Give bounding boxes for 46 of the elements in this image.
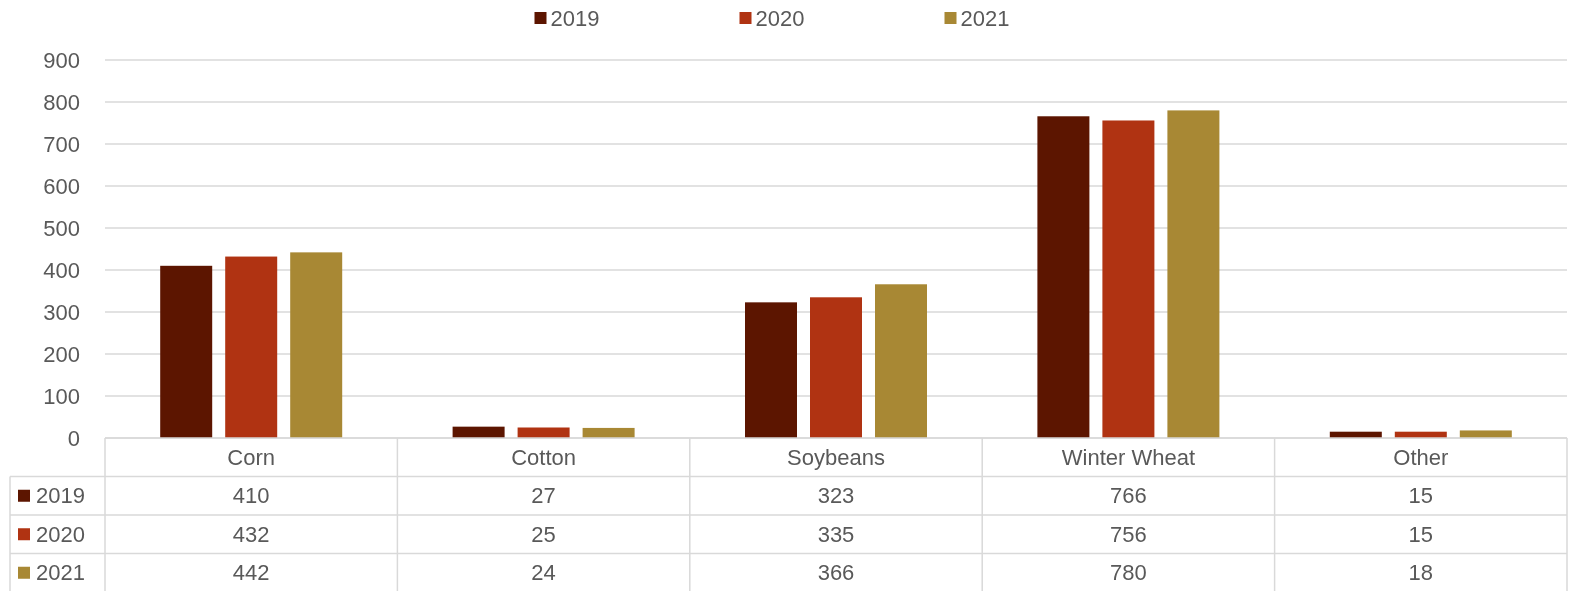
data-label: 432	[232, 521, 270, 547]
y-tick-label: 800	[43, 89, 80, 115]
data-label: 323	[817, 483, 855, 509]
bar	[1102, 120, 1155, 438]
x-tick-label: Winter Wheat	[1061, 444, 1196, 470]
bar	[225, 256, 278, 438]
bar	[290, 252, 343, 438]
x-tick-label: Corn	[227, 444, 276, 470]
y-tick-label: 100	[43, 383, 80, 409]
y-tick-label: 700	[43, 131, 80, 157]
data-label: 27	[531, 483, 556, 509]
data-label: 15	[1408, 521, 1434, 547]
bar	[810, 297, 862, 438]
y-tick-label: 600	[43, 173, 80, 199]
data-label: 335	[817, 521, 855, 547]
y-tick-label: 0	[67, 425, 80, 451]
legend-label: 2020	[755, 5, 805, 31]
bar	[160, 265, 213, 438]
bar	[745, 302, 797, 438]
y-tick-label: 500	[43, 215, 80, 241]
bar	[1037, 116, 1090, 438]
legend-label: 2021	[960, 5, 1010, 31]
data-label: 766	[1110, 483, 1147, 509]
data-label: 780	[1110, 560, 1147, 586]
y-tick-label: 900	[43, 47, 80, 73]
data-label: 756	[1110, 521, 1147, 547]
x-tick-label: Other	[1393, 444, 1449, 470]
legend-label: 2019	[550, 5, 600, 31]
bar	[1167, 110, 1220, 438]
data-label: 410	[232, 483, 270, 509]
data-label: 24	[531, 560, 556, 586]
data-label: 25	[531, 521, 556, 547]
x-tick-label: Soybeans	[787, 444, 885, 470]
y-tick-label: 400	[43, 257, 80, 283]
data-label: 366	[817, 560, 855, 586]
text: 2020	[36, 521, 85, 547]
text: 2021	[36, 560, 85, 586]
data-label: 442	[232, 560, 270, 586]
bar	[875, 284, 927, 438]
text: 2019	[36, 483, 85, 509]
data-label: 18	[1408, 560, 1434, 586]
data-label: 15	[1408, 483, 1434, 509]
y-tick-label: 200	[43, 341, 80, 367]
x-tick-label: Cotton	[511, 444, 577, 470]
bar	[1459, 430, 1512, 438]
y-tick-label: 300	[43, 299, 80, 325]
